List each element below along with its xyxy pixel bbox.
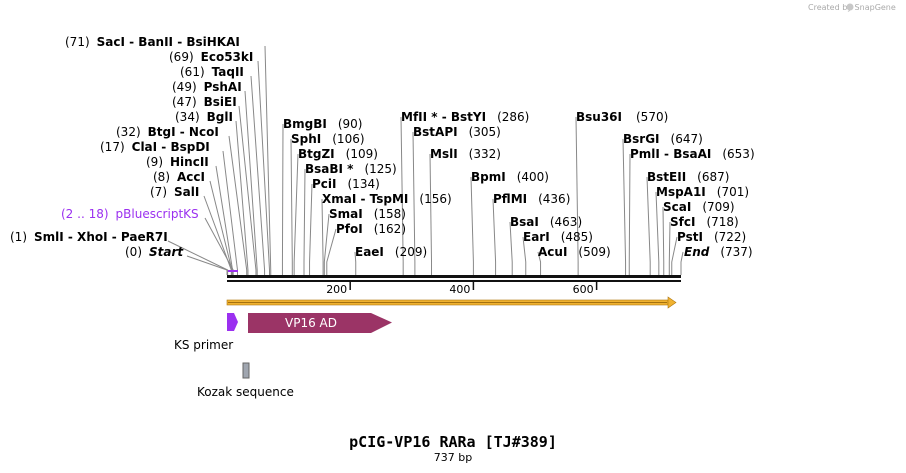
backbone-bottom-strand (227, 280, 681, 282)
site-label[interactable]: (61) TaqII (180, 65, 244, 79)
site-label[interactable]: PstI (722) (677, 230, 746, 244)
kozak-sequence-label: Kozak sequence (197, 385, 294, 399)
site-leader-line (429, 153, 433, 275)
kozak-sequence-feature[interactable] (242, 362, 250, 379)
site-label[interactable]: (49) PshAI (172, 80, 242, 94)
site-leader-line (186, 255, 228, 275)
site-leader-line (400, 116, 404, 275)
site-leader-line (264, 45, 272, 275)
pbluescript-feature-label[interactable]: (2 .. 18) pBluescriptKS (61, 207, 199, 221)
site-label[interactable]: EaeI (209) (355, 245, 427, 259)
site-leader-line (412, 131, 416, 275)
site-leader-line (575, 116, 579, 275)
site-label[interactable]: Bsu36I (570) (576, 110, 668, 124)
site-leader-line (215, 165, 234, 275)
left-site-labels: (71) SacI - BanII - BsiHKAI (69) Eco53kI (… (10, 35, 253, 259)
site-leader-line (323, 213, 330, 275)
ruler-ticks: 200 400 600 (326, 282, 598, 296)
site-leader-line (680, 251, 684, 275)
site-label[interactable]: (8) AccI (153, 170, 205, 184)
site-label[interactable]: PfoI (162) (336, 222, 406, 236)
site-leader-line (354, 251, 357, 275)
site-label[interactable]: (1) SmlI - XhoI - PaeR7I (10, 230, 168, 244)
vp16-ad-label: VP16 AD (285, 316, 337, 330)
site-label[interactable]: PciI (134) (312, 177, 380, 191)
backbone-top-strand (227, 275, 681, 278)
site-label[interactable]: MslI (332) (430, 147, 501, 161)
site-label[interactable]: BtgZI (109) (298, 147, 378, 161)
end-label: End (737) (684, 245, 753, 259)
site-label[interactable]: MfII * - BstYI (286) (401, 110, 529, 124)
site-leader-line (281, 123, 284, 275)
site-leader-line (250, 75, 266, 275)
site-leader-lines (167, 45, 684, 275)
pbluescript-feature-bar[interactable] (228, 270, 238, 272)
site-label[interactable]: (32) BtgI - NcoI (116, 125, 219, 139)
site-label[interactable]: SfcI (718) (670, 215, 739, 229)
site-leader-line (492, 198, 497, 275)
site-leader-line (470, 176, 474, 275)
site-label[interactable]: BstEII (687) (647, 170, 729, 184)
site-leader-line (326, 228, 337, 275)
ks-primer-feature[interactable] (227, 313, 238, 331)
site-label[interactable]: ScaI (709) (663, 200, 735, 214)
site-leader-line (509, 221, 513, 275)
site-leader-line (668, 221, 671, 275)
map-length: 737 bp (434, 451, 472, 464)
orf-arrow[interactable] (226, 296, 677, 309)
site-label[interactable]: PmlI - BsaAI (653) (630, 147, 755, 161)
site-label[interactable]: (17) ClaI - BspDI (100, 140, 210, 154)
ruler-tick-label: 600 (573, 283, 594, 296)
site-leader-line (167, 240, 229, 275)
site-leader-line (628, 153, 631, 275)
site-label[interactable]: MspA1I (701) (656, 185, 749, 199)
site-leader-line (303, 168, 306, 275)
site-leader-line (622, 138, 627, 275)
site-leader-line (662, 206, 665, 275)
site-label[interactable]: (7) SalI (150, 185, 199, 199)
site-leader-line (238, 105, 257, 275)
site-leader-line (646, 176, 651, 275)
site-leader-line (257, 60, 271, 275)
site-label[interactable]: BpmI (400) (471, 170, 549, 184)
site-label[interactable]: XmaI - TspMI (156) (322, 192, 452, 206)
ruler-tick-label: 200 (326, 283, 347, 296)
right-site-labels: BsrGI (647) PmlI - BsaAI (653) BstEII (687)… (623, 132, 755, 259)
site-label[interactable]: (71) SacI - BanII - BsiHKAI (65, 35, 240, 49)
site-label[interactable]: (69) Eco53kI (169, 50, 253, 64)
site-label[interactable]: PflMI (436) (493, 192, 570, 206)
site-leader-line (655, 191, 660, 275)
site-label[interactable]: SphI (106) (291, 132, 365, 146)
site-leader-line (321, 198, 324, 275)
site-label[interactable]: BsaBI * (125) (305, 162, 397, 176)
site-label[interactable]: SmaI (158) (329, 207, 406, 221)
site-leader-line (235, 120, 249, 275)
site-label[interactable]: BstAPI (305) (413, 125, 501, 139)
site-leader-line (244, 90, 258, 275)
site-label[interactable]: EarI (485) (523, 230, 593, 244)
map-title: pCIG-VP16 RARa [TJ#389] (349, 433, 557, 451)
site-label[interactable]: AcuI (509) (538, 245, 611, 259)
site-leader-line (228, 135, 248, 275)
site-label[interactable]: (47) BsiEI (172, 95, 237, 109)
site-leader-line (309, 183, 313, 275)
site-leader-line (522, 236, 527, 275)
sequence-backbone (227, 275, 681, 282)
ks-primer-label: KS primer (174, 338, 233, 352)
site-label[interactable]: (34) BglI (175, 110, 233, 124)
site-label[interactable]: BmgBI (90) (283, 117, 363, 131)
start-label: (0) Start (125, 245, 184, 259)
site-leader-line (671, 236, 678, 275)
ruler-tick-label: 400 (449, 283, 470, 296)
vp16-ad-feature[interactable] (248, 313, 392, 333)
site-label[interactable]: BsrGI (647) (623, 132, 703, 146)
site-leader-line (537, 251, 542, 275)
site-label[interactable]: (9) HincII (146, 155, 209, 169)
site-leader-line (290, 138, 293, 275)
site-leader-line (293, 153, 299, 275)
site-label[interactable]: BsaI (463) (510, 215, 582, 229)
snapgene-logo-icon (846, 3, 854, 11)
mid-site-labels: BmgBI (90) SphI (106) BtgZI (109) BsaBI * (1… (283, 110, 668, 259)
